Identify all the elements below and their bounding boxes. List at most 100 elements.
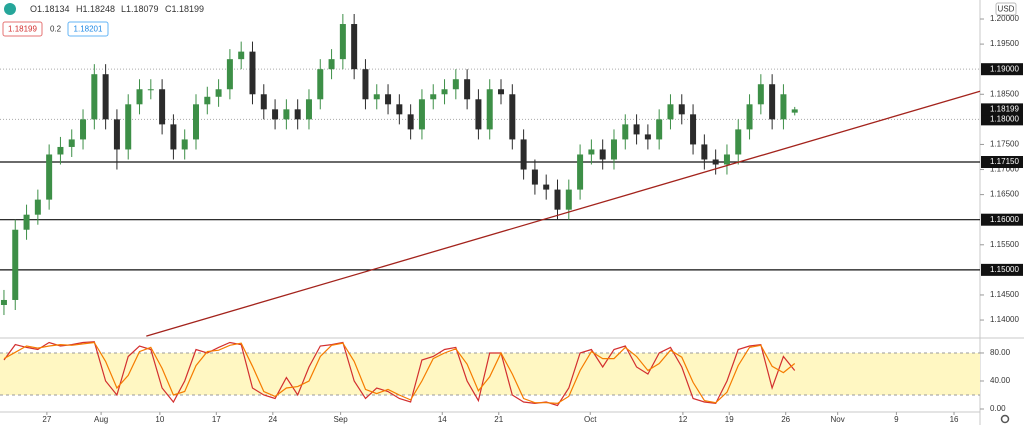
candle-body bbox=[102, 74, 109, 120]
price-pane bbox=[0, 13, 980, 316]
level-tag-label: 1.17150 bbox=[990, 157, 1019, 166]
candle-body bbox=[181, 139, 188, 150]
symbol-icon[interactable] bbox=[4, 3, 16, 15]
candle-body bbox=[147, 89, 154, 91]
candle-body bbox=[498, 89, 505, 95]
buy-price: 1.18201 bbox=[74, 25, 103, 34]
candle-body bbox=[667, 104, 674, 120]
currency-badge[interactable] bbox=[995, 2, 1017, 16]
x-tick-label: Oct bbox=[584, 415, 597, 424]
candle-body bbox=[588, 149, 595, 155]
x-tick-label: 24 bbox=[268, 415, 277, 424]
y-tick-label: 1.14000 bbox=[990, 315, 1019, 324]
stoch-line bbox=[3, 341, 796, 405]
candle-body bbox=[283, 109, 290, 120]
buy-button[interactable] bbox=[67, 21, 109, 37]
candle-body bbox=[430, 94, 437, 100]
level-tag bbox=[981, 263, 1023, 276]
candle-body bbox=[260, 94, 267, 110]
candle-body bbox=[272, 109, 279, 120]
x-tick-label: 17 bbox=[212, 415, 221, 424]
candle-body bbox=[610, 139, 617, 160]
x-tick-label: 27 bbox=[42, 415, 51, 424]
y-tick-label: 1.20000 bbox=[990, 14, 1019, 23]
candle-body bbox=[723, 154, 730, 165]
y-tick-label: 1.19500 bbox=[990, 39, 1019, 48]
x-tick-label: 12 bbox=[678, 415, 687, 424]
candle-body bbox=[757, 84, 764, 105]
sell-button[interactable] bbox=[2, 21, 43, 37]
axes: 1.20000 1.19500 1.18500 1.17500 1.17000 1.165… bbox=[42, 14, 1023, 424]
candle-body bbox=[385, 94, 392, 105]
candle-body bbox=[735, 129, 742, 155]
stoch-band bbox=[0, 352, 980, 395]
y-tick-label: 1.14500 bbox=[990, 290, 1019, 299]
label: H bbox=[76, 4, 83, 14]
last-price-label: 1.18199 bbox=[990, 104, 1019, 113]
y-tick-label: 80.00 bbox=[990, 348, 1011, 357]
candle-body bbox=[46, 154, 53, 200]
candle-body bbox=[599, 149, 606, 160]
candle-body bbox=[170, 124, 177, 150]
candle-body bbox=[396, 104, 403, 115]
currency: USD bbox=[998, 5, 1015, 14]
candle-body bbox=[418, 99, 425, 130]
level-tag-label: 1.19000 bbox=[990, 64, 1019, 73]
candle-body bbox=[531, 169, 538, 185]
x-tick-label: Nov bbox=[831, 415, 845, 424]
candle-body bbox=[125, 104, 132, 150]
candle-body bbox=[577, 154, 584, 190]
value: 1.18199 bbox=[172, 4, 205, 14]
candle-body bbox=[678, 104, 685, 115]
candle-body bbox=[464, 79, 471, 100]
candle-body bbox=[113, 119, 120, 150]
candle-body bbox=[351, 24, 358, 70]
candle-body bbox=[0, 299, 7, 305]
label: C bbox=[165, 4, 172, 14]
candle-body bbox=[294, 109, 301, 120]
sell-price: 1.18199 bbox=[8, 25, 37, 34]
x-tick-label: Aug bbox=[94, 415, 108, 424]
candle-body bbox=[249, 51, 256, 95]
candle-body bbox=[712, 159, 719, 165]
candle-body bbox=[328, 59, 335, 70]
candle-body bbox=[215, 89, 222, 97]
candle-body bbox=[441, 89, 448, 95]
x-tick-label: 14 bbox=[438, 415, 447, 424]
candle-body bbox=[80, 119, 87, 140]
candle-body bbox=[780, 94, 787, 120]
ohlc-high: H1.18248 bbox=[76, 4, 115, 14]
label: L bbox=[121, 4, 126, 14]
x-tick-label: 19 bbox=[725, 415, 734, 424]
candle-body bbox=[509, 94, 516, 140]
trendline bbox=[146, 90, 981, 337]
level-tag-label: 1.18000 bbox=[990, 114, 1019, 123]
candle-body bbox=[226, 59, 233, 90]
candle-body bbox=[34, 199, 41, 215]
x-tick-label: 16 bbox=[950, 415, 959, 424]
candle-body bbox=[373, 94, 380, 100]
spread: 0.2 bbox=[50, 25, 62, 34]
candle-body bbox=[475, 99, 482, 130]
candle-body bbox=[486, 89, 493, 130]
candle-body bbox=[238, 51, 245, 60]
stochastic-pane bbox=[0, 341, 980, 407]
candle-body bbox=[452, 79, 459, 90]
settings-icon[interactable] bbox=[1000, 414, 1010, 424]
candle-body bbox=[91, 74, 98, 120]
candle-body bbox=[656, 119, 663, 140]
candle-body bbox=[791, 109, 798, 113]
candle-body bbox=[23, 214, 30, 230]
y-tick-label: 1.17500 bbox=[990, 140, 1019, 149]
gear bbox=[1000, 414, 1010, 424]
level-tag bbox=[981, 113, 1023, 126]
level-tag-label: 1.16000 bbox=[990, 215, 1019, 224]
x-tick-label: 9 bbox=[894, 415, 899, 424]
last-price-tag bbox=[981, 103, 1023, 116]
candle-body bbox=[622, 124, 629, 140]
candle-body bbox=[204, 96, 211, 105]
x-tick-label: Sep bbox=[333, 415, 348, 424]
candle-body bbox=[68, 139, 75, 147]
candle-body bbox=[12, 229, 19, 300]
